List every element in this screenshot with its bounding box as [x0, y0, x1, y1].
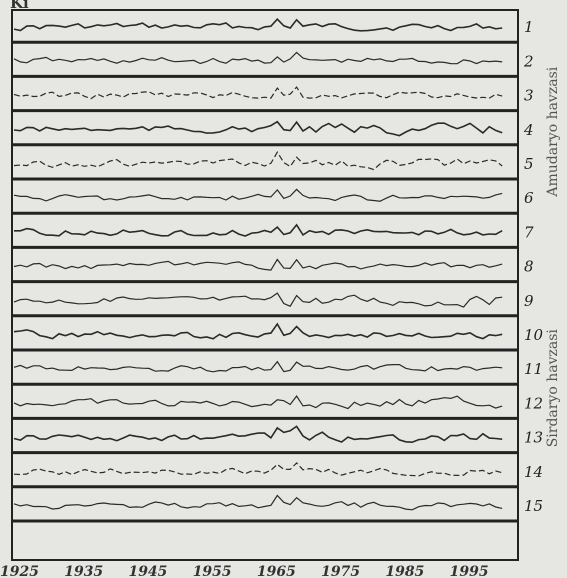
x-tick-label: 1975 — [321, 564, 360, 578]
series-line-3 — [13, 86, 503, 100]
series-line-14 — [13, 462, 503, 477]
series-line-5 — [13, 151, 503, 171]
x-tick-label: 1955 — [193, 564, 232, 578]
row-number-10: 10 — [524, 326, 544, 344]
row-number-6: 6 — [524, 189, 534, 207]
row-number-1: 1 — [524, 18, 534, 36]
x-tick-label: 1925 — [0, 564, 39, 578]
series-line-13 — [13, 425, 503, 444]
x-tick-label: 1965 — [257, 564, 296, 578]
row-number-5: 5 — [524, 155, 534, 173]
row-number-9: 9 — [524, 292, 534, 310]
x-tick-label: 1985 — [385, 564, 424, 578]
x-tick-label: 1945 — [128, 564, 167, 578]
series-line-9 — [13, 292, 503, 308]
row-number-2: 2 — [523, 52, 534, 70]
x-tick-label: 1995 — [450, 564, 489, 578]
row-number-4: 4 — [523, 121, 534, 139]
basin-label: Sirdaryo havzasi — [545, 329, 561, 448]
series-line-7 — [14, 223, 503, 237]
series-line-15 — [13, 494, 503, 511]
series-line-4 — [13, 120, 503, 137]
row-number-15: 15 — [524, 497, 543, 515]
series-line-6 — [13, 188, 503, 202]
row-number-11: 11 — [524, 360, 543, 378]
basin-label: Amudaryo havzasi — [545, 66, 561, 197]
row-number-12: 12 — [524, 394, 543, 412]
row-number-13: 13 — [524, 429, 543, 447]
series-line-2 — [13, 51, 503, 65]
row-number-3: 3 — [524, 87, 534, 105]
row-number-8: 8 — [524, 258, 534, 276]
series-line-1 — [13, 18, 503, 32]
x-tick-label: 1935 — [64, 564, 103, 578]
chart-frame — [11, 9, 519, 561]
series-line-10 — [13, 322, 503, 340]
series-line-11 — [13, 360, 503, 373]
row-number-7: 7 — [524, 223, 534, 241]
row-number-14: 14 — [524, 463, 543, 481]
series-line-12 — [13, 395, 503, 410]
series-line-8 — [13, 258, 503, 271]
